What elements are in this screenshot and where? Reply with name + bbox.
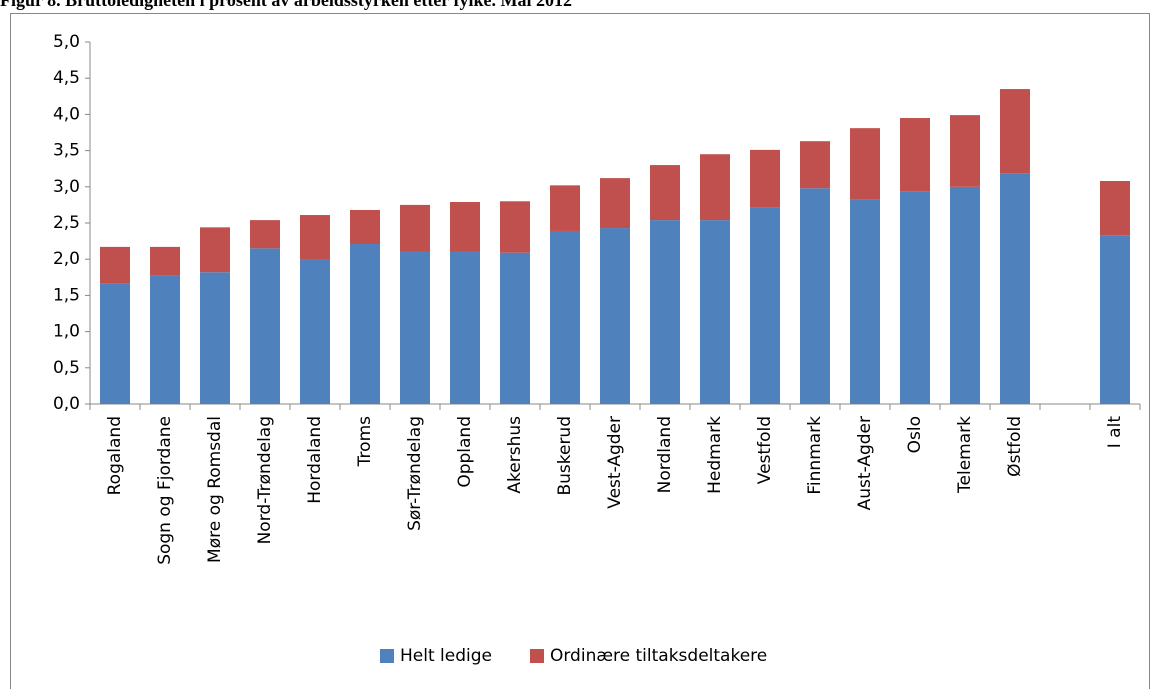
legend-label: Ordinære tiltaksdeltakere (550, 646, 767, 666)
x-tick-label: Vest-Agder (605, 416, 625, 509)
y-tick-label: 3,5 (53, 141, 80, 161)
bar-segment (400, 251, 430, 404)
bar-segment (200, 227, 230, 273)
bar-segment (950, 115, 980, 187)
bar-segment (250, 220, 280, 249)
bar-segment (500, 252, 530, 404)
bar-segment (1000, 89, 1030, 174)
bar-segment (450, 202, 480, 252)
x-tick-label: I alt (1105, 416, 1125, 449)
bar-segment (550, 185, 580, 231)
x-tick-label: Østfold (1005, 416, 1025, 477)
bar-segment (850, 128, 880, 200)
bar-segment (1100, 181, 1130, 236)
bar-segment (750, 207, 780, 404)
x-tick-label: Oslo (905, 416, 925, 453)
x-tick-label: Sogn og Fjordane (155, 416, 175, 565)
bar-segment (100, 246, 130, 284)
bar-segment (1000, 173, 1030, 404)
y-tick-label: 4,0 (53, 104, 80, 124)
x-tick-label: Telemark (955, 416, 975, 494)
y-tick-label: 0,0 (53, 394, 80, 414)
bar-segment (350, 209, 380, 244)
bar-segment (800, 188, 830, 404)
bar-segment (600, 178, 630, 229)
bar-segment (150, 275, 180, 404)
bar-segment (450, 251, 480, 404)
x-tick-label: Oppland (455, 416, 475, 488)
bar-segment (300, 259, 330, 404)
legend-label: Helt ledige (400, 646, 492, 666)
bar-segment (800, 141, 830, 189)
y-tick-label: 1,0 (53, 322, 80, 342)
bar-segment (650, 165, 680, 221)
x-tick-label: Sør-Trøndelag (405, 416, 425, 531)
x-tick-label: Finnmark (805, 416, 825, 495)
x-tick-label: Troms (355, 416, 375, 467)
legend-swatch (529, 649, 544, 663)
bar-segment (700, 220, 730, 404)
y-tick-label: 0,5 (53, 358, 80, 378)
bar-segment (500, 201, 530, 253)
bar-segment (900, 118, 930, 192)
x-tick-label: Akershus (505, 416, 525, 494)
chart-title: Figur 8. Bruttoledigheten i prosent av a… (0, 0, 572, 10)
y-tick-label: 4,5 (53, 68, 80, 88)
bar-segment (700, 154, 730, 221)
bar-segment (900, 191, 930, 404)
bar-segment (850, 199, 880, 404)
y-tick-label: 5,0 (53, 32, 80, 52)
x-tick-label: Aust-Agder (855, 416, 875, 510)
x-tick-label: Nordland (655, 416, 675, 493)
x-tick-label: Hordaland (305, 416, 325, 504)
x-tick-label: Rogaland (105, 416, 125, 495)
bar-segment (650, 220, 680, 404)
bar-segment (150, 246, 180, 276)
x-tick-label: Hedmark (705, 416, 725, 494)
bar-segment (600, 228, 630, 404)
y-tick-label: 2,5 (53, 213, 80, 233)
bar-segment (750, 149, 780, 208)
bar-segment (400, 204, 430, 252)
bar-segment (200, 272, 230, 404)
x-tick-label: Buskerud (555, 416, 575, 496)
y-tick-label: 2,0 (53, 249, 80, 269)
bar-segment (550, 230, 580, 404)
legend-swatch (380, 649, 394, 663)
bar-segment (250, 248, 280, 404)
x-tick-label: Møre og Romsdal (205, 416, 225, 563)
x-tick-label: Nord-Trøndelag (255, 416, 275, 544)
bar-segment (300, 215, 330, 260)
bar-segment (100, 283, 130, 404)
bar-segment (1100, 235, 1130, 404)
x-tick-label: Vestfold (755, 416, 775, 484)
y-tick-label: 3,0 (53, 177, 80, 197)
bar-segment (950, 186, 980, 404)
y-tick-label: 1,5 (53, 285, 80, 305)
bar-segment (350, 243, 380, 404)
